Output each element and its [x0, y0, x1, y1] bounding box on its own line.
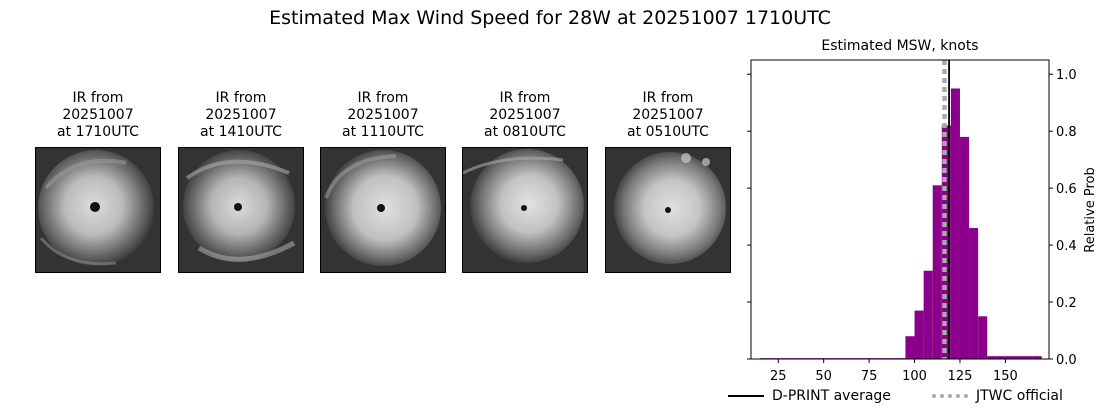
ir-satellite-image — [605, 147, 731, 273]
histogram-bar — [914, 310, 924, 359]
histogram-bar — [923, 270, 933, 359]
x-tick-label: 50 — [815, 369, 832, 384]
y-tick-label: 1.0 — [1056, 68, 1077, 83]
y-tick-label: 0.8 — [1056, 125, 1077, 140]
histogram-bar — [1023, 356, 1033, 359]
y-tick-label: 0.4 — [1056, 239, 1077, 254]
legend-item-dprint: D-PRINT average — [728, 385, 891, 407]
ir-caption: IR from 20251007 at 1710UTC — [57, 90, 139, 140]
ir-panel-4: IR from 20251007 at 0810UTC — [462, 90, 588, 273]
solid-line-swatch — [728, 395, 764, 397]
ir-satellite-image — [320, 147, 446, 273]
x-tick-label: 150 — [993, 369, 1018, 384]
ir-caption: IR from 20251007 at 0810UTC — [484, 90, 566, 140]
ir-panel-5: IR from 20251007 at 0510UTC — [605, 90, 731, 273]
x-tick-label: 75 — [861, 369, 878, 384]
histogram-bar — [959, 136, 970, 359]
dotted-line-swatch — [932, 394, 968, 398]
ir-caption: IR from 20251007 at 1410UTC — [200, 90, 282, 140]
figure-title: Estimated Max Wind Speed for 28W at 2025… — [269, 7, 831, 29]
ir-panel-3: IR from 20251007 at 1110UTC — [320, 90, 446, 273]
ir-satellite-image — [178, 147, 304, 273]
ir-caption: IR from 20251007 at 1110UTC — [342, 90, 424, 140]
ir-panel-2: IR from 20251007 at 1410UTC — [178, 90, 304, 273]
y-axis-label: Relative Prob — [1083, 167, 1098, 252]
chart-title: Estimated MSW, knots — [821, 38, 978, 54]
ir-panel-1: IR from 20251007 at 1710UTC — [35, 90, 161, 273]
plot-frame — [750, 59, 1050, 360]
histogram-bar — [987, 356, 997, 359]
histogram-bar — [905, 336, 915, 359]
y-tick-label: 0.2 — [1056, 296, 1077, 311]
histogram-bar — [996, 356, 1006, 359]
legend-item-jtwc: JTWC official — [932, 385, 1063, 407]
x-tick-label: 125 — [948, 369, 973, 384]
ir-satellite-image — [35, 147, 161, 273]
ir-satellite-image — [462, 147, 588, 273]
histogram-bar — [1014, 356, 1024, 359]
x-tick-label: 25 — [770, 369, 787, 384]
ir-caption: IR from 20251007 at 0510UTC — [627, 90, 709, 140]
histogram-bar — [978, 316, 988, 359]
legend-label: D-PRINT average — [772, 388, 891, 404]
histogram-bar — [1032, 356, 1042, 359]
histogram-bar — [932, 185, 942, 359]
chart-legend: D-PRINT average JTWC official — [722, 385, 1082, 407]
y-tick-label: 0.0 — [1056, 353, 1077, 368]
histogram-bar — [969, 228, 979, 359]
histogram-bar — [1005, 356, 1015, 359]
y-tick-label: 0.6 — [1056, 182, 1077, 197]
msw-histogram-chart: Estimated MSW, knots 25 50 75 100 125 150 0.0… — [747, 38, 1098, 384]
histogram-bar — [950, 88, 960, 359]
legend-label: JTWC official — [976, 388, 1063, 404]
x-tick-label: 100 — [902, 369, 927, 384]
